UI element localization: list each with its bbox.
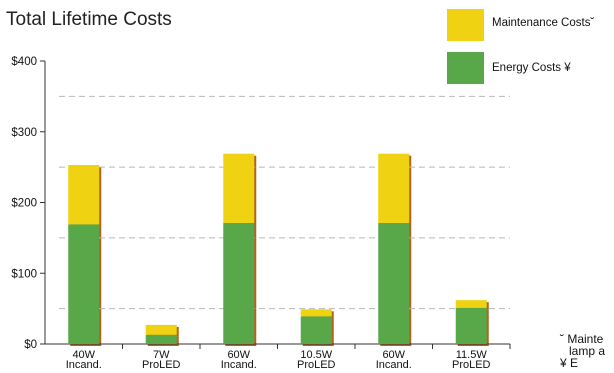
y-tick-label: $400 bbox=[11, 56, 37, 68]
x-category-label: ProLED bbox=[142, 359, 181, 371]
bar-energy-4 bbox=[378, 223, 410, 344]
bar-energy-3 bbox=[300, 316, 332, 344]
footnote-3: ¥ E bbox=[560, 356, 579, 370]
legend-swatch-energy bbox=[447, 52, 484, 84]
x-category-label: Incand. bbox=[221, 359, 257, 371]
x-category-label: 60W bbox=[382, 349, 405, 361]
x-category-label: ProLED bbox=[297, 359, 336, 371]
bar-energy-0 bbox=[68, 224, 100, 344]
y-tick-label: $100 bbox=[11, 268, 37, 280]
chart-title: Total Lifetime Costs bbox=[6, 9, 172, 30]
bar-maintenance-5 bbox=[455, 300, 487, 308]
bar-maintenance-4 bbox=[378, 153, 410, 224]
bar-maintenance-1 bbox=[145, 324, 177, 335]
footnote-1: ˘ Mainte bbox=[560, 332, 604, 346]
legend-label-energy: Energy Costs ¥ bbox=[492, 62, 571, 74]
bar-maintenance-0 bbox=[68, 165, 100, 225]
footnote-2: lamp a bbox=[569, 344, 606, 358]
x-category-label: Incand. bbox=[376, 359, 412, 371]
bar-energy-1 bbox=[145, 334, 177, 344]
x-category-label: 7W bbox=[153, 349, 170, 361]
bar-energy-2 bbox=[223, 223, 255, 344]
y-tick-label: $200 bbox=[11, 198, 37, 210]
x-category-label: ProLED bbox=[452, 359, 491, 371]
bar-maintenance-3 bbox=[300, 309, 332, 317]
legend-label-maintenance: Maintenance Costs˘ bbox=[492, 17, 595, 29]
bar-maintenance-2 bbox=[223, 153, 255, 224]
x-category-label: 11.5W bbox=[456, 349, 488, 361]
x-category-label: 40W bbox=[72, 349, 95, 361]
x-category-label: 60W bbox=[227, 349, 250, 361]
legend-swatch-maintenance bbox=[447, 9, 484, 41]
y-tick-label: $300 bbox=[11, 127, 37, 139]
y-tick-label: $0 bbox=[24, 339, 37, 351]
x-category-label: 10.5W bbox=[300, 349, 332, 361]
bar-energy-5 bbox=[455, 307, 487, 344]
x-category-label: Incand. bbox=[66, 359, 102, 371]
